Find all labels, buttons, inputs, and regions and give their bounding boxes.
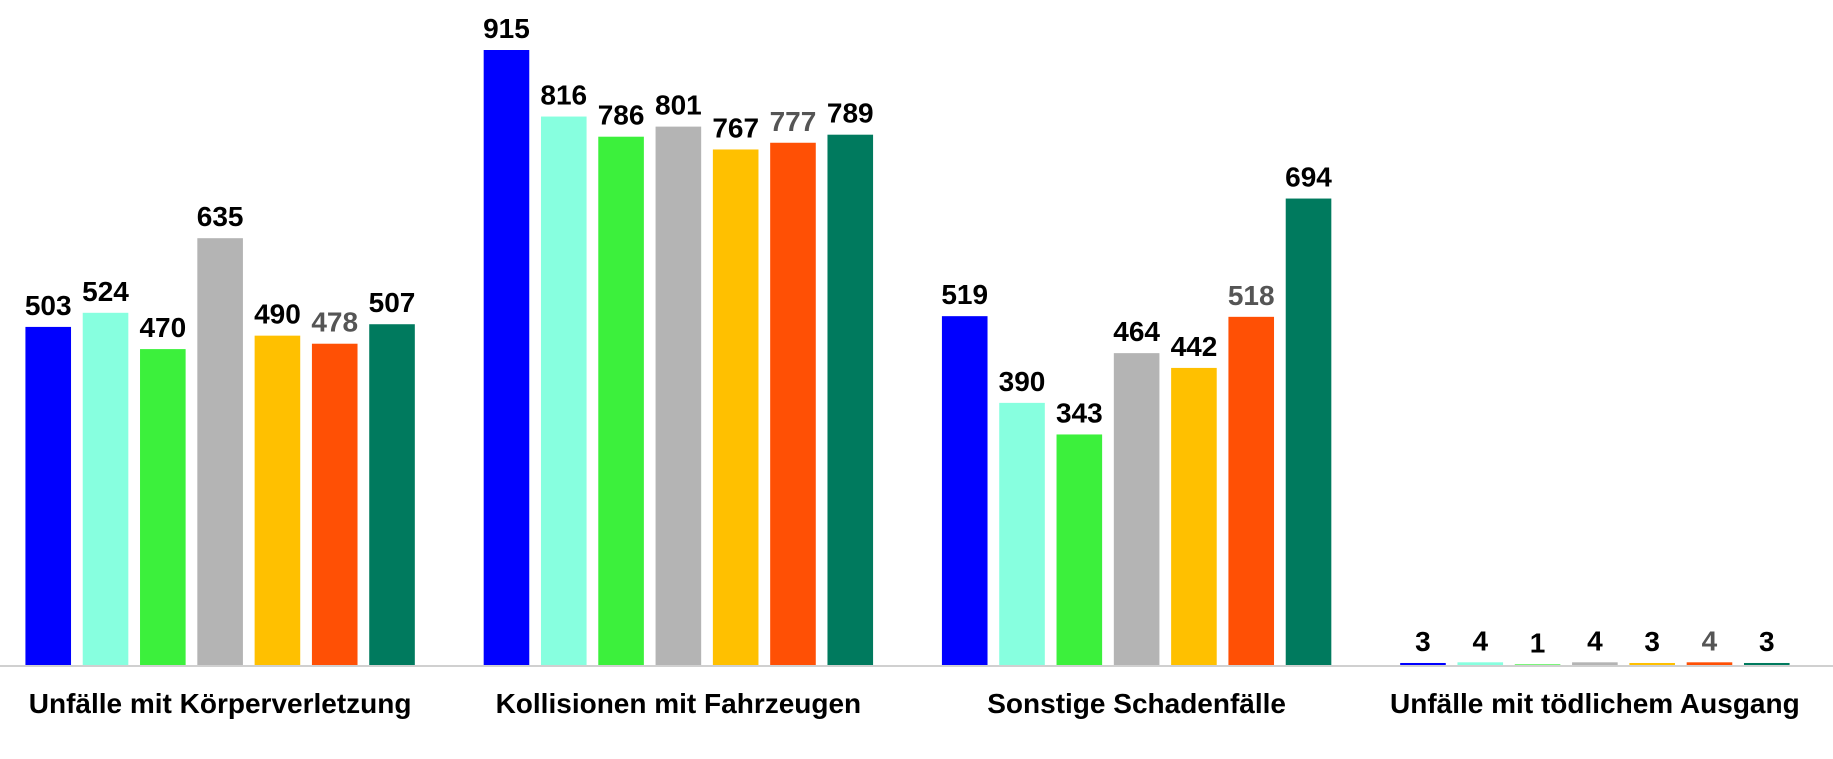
bar	[1743, 662, 1790, 665]
bar	[1686, 662, 1733, 665]
bar	[770, 142, 816, 666]
bar	[1228, 316, 1275, 665]
bar	[1457, 662, 1504, 665]
data-label: 503	[25, 290, 72, 321]
bar	[483, 50, 530, 665]
bar	[540, 116, 587, 665]
data-label: 524	[82, 276, 129, 307]
data-label: 4	[1587, 625, 1603, 656]
bar	[999, 402, 1045, 665]
data-label: 490	[254, 299, 301, 330]
bar	[197, 238, 243, 665]
bar	[140, 349, 186, 665]
bar	[1113, 353, 1160, 665]
data-label: 390	[999, 366, 1046, 397]
bar	[655, 126, 702, 666]
data-label: 767	[712, 112, 759, 143]
bar	[369, 324, 415, 665]
bar	[311, 343, 358, 665]
data-label: 3	[1415, 626, 1431, 657]
x-tick-label: Unfälle mit Körperverletzung	[28, 688, 412, 719]
data-label: 518	[1228, 280, 1275, 311]
bar	[598, 136, 644, 665]
data-label: 442	[1171, 331, 1218, 362]
x-tick-label: Sonstige Schadenfälle	[987, 688, 1286, 719]
data-label: 470	[139, 312, 186, 343]
data-label: 786	[598, 100, 645, 131]
bar	[1514, 664, 1561, 665]
x-tick-label: Unfälle mit tödlichem Ausgang	[1390, 688, 1800, 719]
bar	[1400, 662, 1446, 665]
data-label: 816	[540, 80, 587, 111]
bar	[712, 149, 759, 665]
data-label: 1	[1530, 627, 1546, 658]
bar	[254, 335, 301, 665]
data-label: 915	[483, 13, 530, 44]
data-label: 519	[941, 279, 988, 310]
data-label: 478	[311, 307, 358, 338]
data-label: 789	[827, 98, 874, 129]
data-label: 3	[1644, 626, 1660, 657]
data-label: 777	[770, 106, 817, 137]
x-tick-label: Kollisionen mit Fahrzeugen	[495, 688, 862, 719]
bar	[1572, 662, 1618, 665]
data-label: 464	[1113, 316, 1160, 347]
bar	[827, 134, 874, 665]
data-label: 3	[1759, 626, 1775, 657]
bar	[1056, 434, 1103, 665]
bar	[1285, 198, 1332, 665]
bar	[941, 316, 988, 665]
data-label: 4	[1702, 625, 1718, 656]
bar	[1629, 662, 1675, 665]
bar	[1171, 367, 1217, 665]
data-label: 694	[1285, 162, 1332, 193]
bar	[82, 312, 129, 665]
data-label: 343	[1056, 397, 1103, 428]
data-label: 4	[1472, 625, 1488, 656]
bar	[25, 326, 72, 665]
data-label: 801	[655, 90, 702, 121]
data-label: 635	[197, 201, 244, 232]
data-label: 507	[369, 287, 416, 318]
